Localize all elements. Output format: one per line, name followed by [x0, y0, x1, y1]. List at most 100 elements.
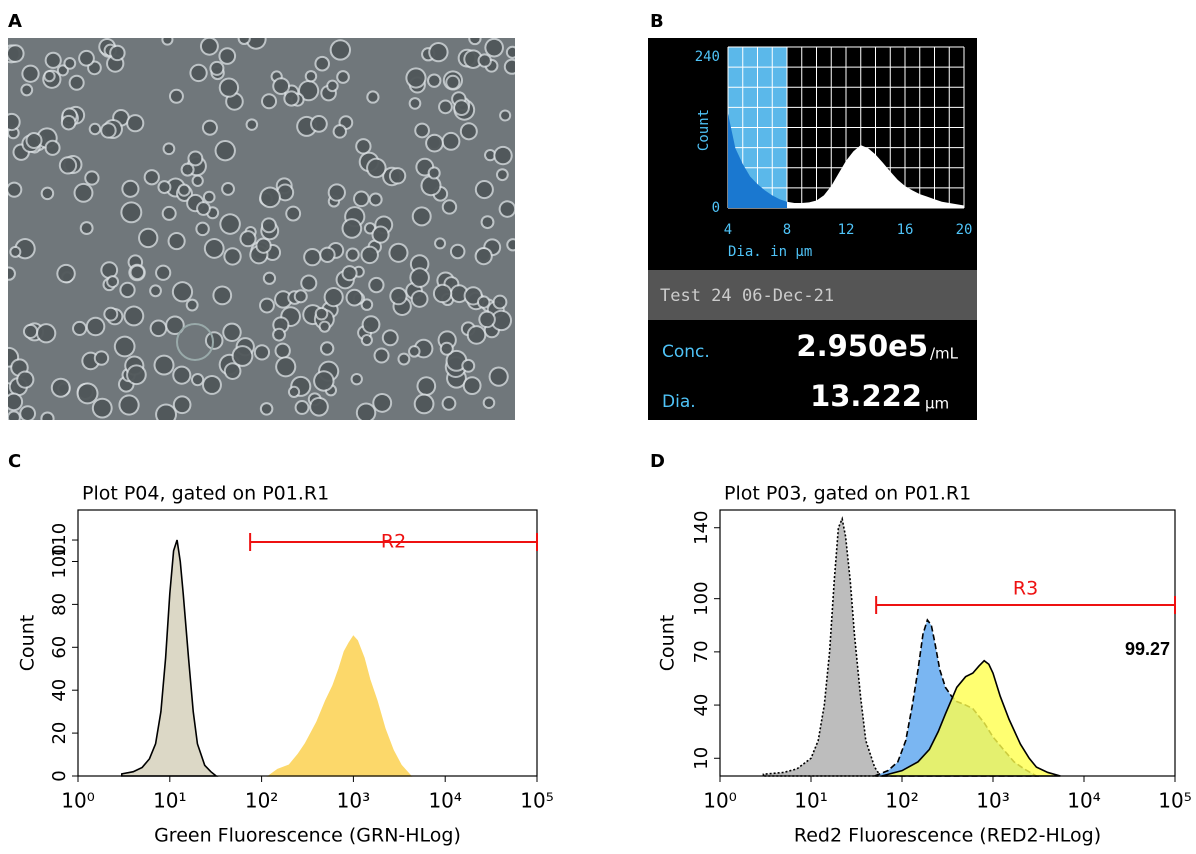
x-tick-label: 10³	[337, 789, 370, 813]
cell	[157, 266, 170, 279]
cell	[191, 65, 206, 81]
cell	[221, 215, 239, 233]
cell	[276, 344, 289, 357]
result-value: 2.950e5	[796, 329, 928, 363]
cell	[263, 95, 276, 108]
cell	[176, 323, 214, 361]
cell	[241, 232, 255, 246]
y-axis-label: Count	[657, 615, 679, 671]
cell	[159, 182, 170, 193]
cell	[328, 81, 337, 91]
cell	[65, 58, 75, 68]
info-date: 06-Dec-21	[742, 286, 834, 306]
cell	[312, 116, 326, 131]
cell	[430, 43, 447, 61]
cell	[247, 120, 257, 129]
y-tick-label: 240	[695, 49, 720, 65]
cell	[383, 331, 397, 345]
result-unit: /mL	[930, 345, 959, 363]
cell	[365, 224, 375, 233]
cell	[102, 124, 115, 137]
micrograph-cells	[8, 38, 515, 420]
cell	[128, 116, 143, 131]
cell	[463, 360, 474, 371]
x-tick-label: 8	[783, 222, 791, 238]
x-tick-label: 10⁵	[1158, 789, 1191, 813]
histogram-area	[266, 635, 413, 777]
result-value: 13.222	[810, 379, 922, 413]
x-tick-label: 10³	[976, 789, 1009, 813]
panel-label: A	[8, 11, 22, 32]
cell	[343, 220, 361, 237]
x-tick-label: 4	[724, 222, 732, 238]
cell	[155, 356, 173, 374]
cell	[239, 38, 249, 44]
cell	[287, 207, 300, 220]
cell	[486, 151, 495, 160]
x-tick-label: 10⁵	[520, 789, 553, 813]
cell	[507, 47, 515, 57]
cell	[484, 398, 494, 408]
cell	[416, 124, 428, 137]
cell	[357, 404, 375, 420]
cell	[427, 135, 442, 151]
cell	[407, 69, 425, 87]
info-bar	[648, 270, 977, 320]
cell	[434, 285, 451, 302]
cell	[206, 333, 222, 348]
cell	[362, 247, 377, 263]
cell	[173, 283, 192, 301]
panel-label: D	[650, 451, 665, 472]
cell	[486, 39, 502, 56]
cell	[390, 169, 405, 183]
cell	[441, 343, 452, 354]
cell	[205, 240, 223, 257]
histogram-area	[121, 539, 219, 777]
chart-title: Plot P03, gated on P01.R1	[724, 483, 971, 505]
cell	[163, 38, 172, 44]
x-axis-label: Red2 Fluorescence (RED2-HLog)	[794, 825, 1101, 847]
cell	[192, 375, 203, 385]
cell	[478, 297, 489, 307]
cell	[302, 276, 316, 290]
cell	[357, 140, 370, 153]
cell	[325, 289, 342, 306]
cell	[225, 249, 240, 264]
cell	[315, 372, 333, 390]
cell	[447, 76, 459, 88]
cell	[399, 354, 409, 364]
cell	[151, 321, 166, 336]
cell	[321, 343, 333, 354]
cell	[429, 168, 439, 178]
y-tick-label: 20	[49, 722, 70, 745]
cell	[115, 337, 134, 356]
cell	[447, 351, 466, 370]
x-tick-label: 12	[838, 222, 855, 238]
y-tick-label: 0	[712, 200, 720, 216]
cell	[42, 413, 53, 420]
cell	[120, 396, 138, 414]
result-unit: μm	[925, 395, 949, 413]
cell	[261, 404, 272, 414]
y-tick-label: 60	[49, 636, 70, 659]
cell	[429, 75, 440, 86]
result-label: Dia.	[662, 392, 696, 412]
plot-frame	[77, 509, 538, 777]
cell	[58, 66, 67, 75]
cell	[363, 317, 379, 333]
cell	[105, 308, 117, 320]
cell	[343, 267, 356, 280]
result-label: Conc.	[662, 342, 710, 362]
cell	[490, 368, 507, 385]
cell	[167, 317, 183, 334]
x-tick-label: 10²	[885, 789, 918, 813]
x-tick-label: 10⁰	[703, 789, 736, 813]
cell	[18, 372, 33, 387]
cell	[145, 171, 158, 184]
cell	[203, 376, 220, 393]
cell	[24, 325, 37, 338]
cell	[170, 90, 182, 102]
cell	[8, 183, 21, 196]
cell	[410, 99, 420, 108]
cell	[179, 185, 189, 195]
